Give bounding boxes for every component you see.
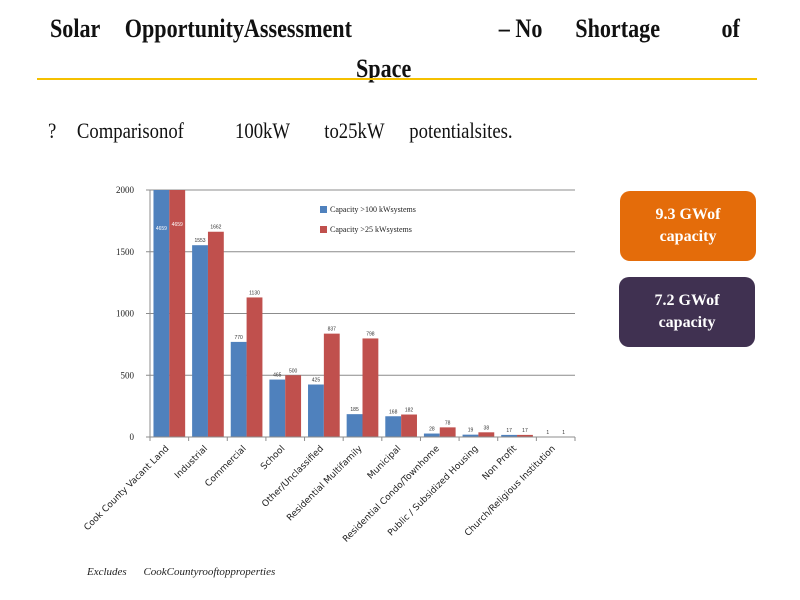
data-label: 465 [273, 373, 282, 379]
x-category-label: Commercial [204, 444, 249, 489]
data-label: 1553 [194, 238, 205, 244]
title-word: of [721, 14, 740, 43]
x-category-label: School [259, 444, 287, 472]
bullet-word: 100kW [235, 118, 291, 143]
legend-label: Capacity >100 kWsystems [330, 205, 416, 214]
bar-gt25kw [169, 190, 186, 437]
bar-gt25kw [246, 297, 263, 437]
data-label: 837 [328, 327, 337, 333]
data-label: 500 [289, 368, 298, 374]
data-label: 168 [389, 409, 398, 415]
data-label: 28 [429, 427, 435, 433]
callout-100kw-capacity: 9.3 GWof capacity [620, 191, 756, 261]
bar-gt100kw [192, 245, 208, 437]
bar-gt25kw [439, 427, 456, 437]
bar-gt25kw [207, 231, 224, 437]
callout-25kw-capacity: 7.2 GWof capacity [619, 277, 755, 347]
title-word: OpportunityAssessment [124, 14, 352, 43]
footnote-word: CookCountyrooftopproperties [143, 566, 276, 578]
data-label: 770 [234, 335, 243, 341]
bar-gt25kw [401, 414, 417, 437]
data-label: 1662 [210, 225, 221, 231]
x-category-label: Residential Multifamily [285, 444, 365, 524]
bar-gt100kw [423, 433, 440, 437]
data-label: 4659 [156, 226, 167, 232]
data-label: 185 [350, 407, 359, 413]
y-tick-label: 2000 [116, 185, 135, 195]
title-word: Solar [50, 14, 101, 43]
bar-gt100kw [346, 414, 363, 437]
bar-gt100kw [501, 434, 518, 437]
legend-swatch [320, 226, 327, 233]
slide-title: Solar OpportunityAssessment – No Shortag… [50, 14, 740, 54]
data-label: 19 [468, 428, 474, 434]
data-label: 1 [562, 430, 565, 436]
title-underline [37, 78, 757, 80]
bar-gt100kw [462, 434, 479, 437]
data-label: 1130 [249, 290, 260, 296]
bar-gt25kw [478, 432, 495, 437]
data-label: 1 [546, 430, 549, 436]
bar-gt100kw [308, 384, 324, 437]
bar-gt100kw [269, 379, 286, 437]
y-tick-label: 1000 [116, 309, 135, 319]
data-label: 78 [445, 420, 451, 426]
bar-gt25kw [362, 338, 379, 437]
callout-line2: capacity [658, 314, 716, 331]
data-label: 425 [312, 378, 321, 384]
footnote-word: Excludes [87, 566, 127, 578]
x-category-label: Industrial [173, 444, 210, 481]
data-label: 17 [506, 428, 512, 434]
legend-swatch [320, 206, 327, 213]
legend-label: Capacity >25 kWsystems [330, 225, 412, 234]
callout-line2: capacity [659, 228, 717, 245]
callout-line1: 9.3 GWof [655, 206, 721, 223]
bullet-glyph-icon: ? [48, 118, 57, 143]
data-label: 798 [366, 331, 375, 337]
y-tick-label: 1500 [116, 247, 135, 257]
y-tick-label: 0 [130, 432, 135, 442]
title-word: Shortage [575, 14, 661, 43]
title-word: – No [498, 14, 543, 43]
bullet-word: to25kW [324, 118, 385, 143]
callout-line1: 7.2 GWof [654, 292, 720, 309]
bar-gt100kw [153, 190, 170, 437]
bar-gt100kw [385, 416, 402, 437]
x-category-label: Non Profit [481, 444, 520, 483]
data-label: 17 [522, 428, 528, 434]
x-category-label: Cook County Vacant Land [83, 444, 172, 533]
footnote: Excludes CookCountyrooftopproperties [87, 566, 289, 578]
bullet-word: Comparisonof [76, 118, 184, 143]
x-category-label: Municipal [366, 444, 403, 481]
bar-gt100kw [230, 341, 247, 437]
bar-gt25kw [285, 375, 302, 437]
data-label: 4659 [172, 222, 183, 228]
bar-gt25kw [517, 434, 533, 437]
y-tick-label: 500 [121, 370, 135, 380]
data-label: 38 [484, 425, 490, 431]
bar-gt25kw [323, 333, 340, 437]
bullet-word: potentialsites. [409, 118, 513, 143]
data-label: 182 [405, 408, 414, 414]
